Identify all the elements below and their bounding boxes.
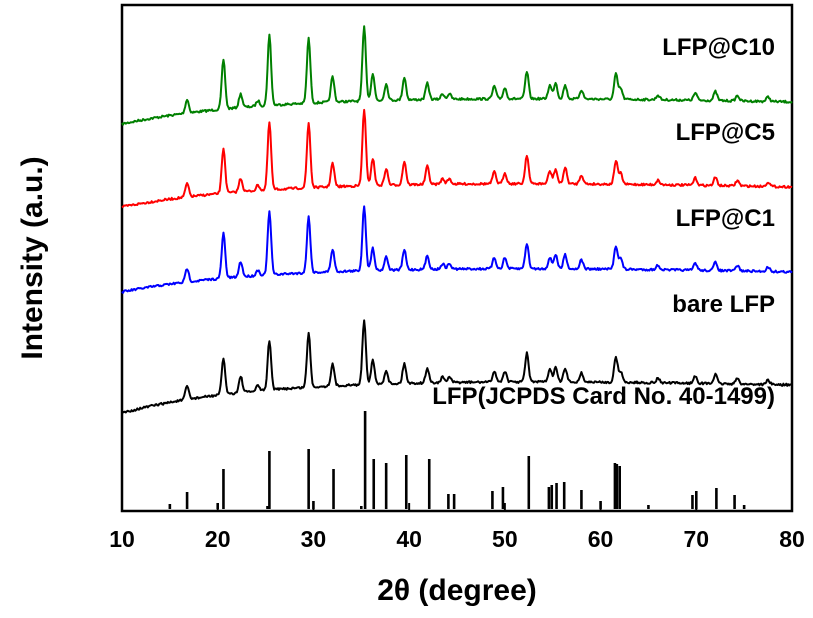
x-tick-label-80: 80 xyxy=(779,526,805,552)
series-layer xyxy=(121,25,793,414)
series-label-bare-lfp: bare LFP xyxy=(672,291,775,318)
series-labels: LFP@C10 LFP@C5 LFP@C1 bare LFP LFP(JCPDS… xyxy=(432,34,775,410)
series-label-lfp-c10: LFP@C10 xyxy=(662,34,775,61)
x-tick-label-10: 10 xyxy=(109,526,135,552)
x-tick-label-50: 50 xyxy=(492,526,518,552)
x-axis: 10 20 30 40 50 60 70 80 xyxy=(109,503,805,552)
y-axis-title: Intensity (a.u.) xyxy=(16,156,49,359)
series-label-lfp-c5: LFP@C5 xyxy=(676,119,775,146)
x-tick-label-20: 20 xyxy=(205,526,231,552)
plot-frame xyxy=(120,3,794,513)
x-tick-label-60: 60 xyxy=(588,526,614,552)
series-label-lfp-c1: LFP@C1 xyxy=(676,205,775,232)
x-tick-label-70: 70 xyxy=(683,526,709,552)
series-line-lfp-c5 xyxy=(121,108,793,209)
x-tick-label-30: 30 xyxy=(301,526,327,552)
series-line-bare-lfp xyxy=(121,319,793,414)
reference-layer xyxy=(168,411,746,509)
x-tick-label-40: 40 xyxy=(396,526,422,552)
x-axis-title: 2θ (degree) xyxy=(377,574,537,607)
series-line-lfp-c1 xyxy=(121,205,793,294)
reference-label: LFP(JCPDS Card No. 40-1499) xyxy=(432,383,775,410)
series-line-lfp-c10 xyxy=(121,25,793,126)
